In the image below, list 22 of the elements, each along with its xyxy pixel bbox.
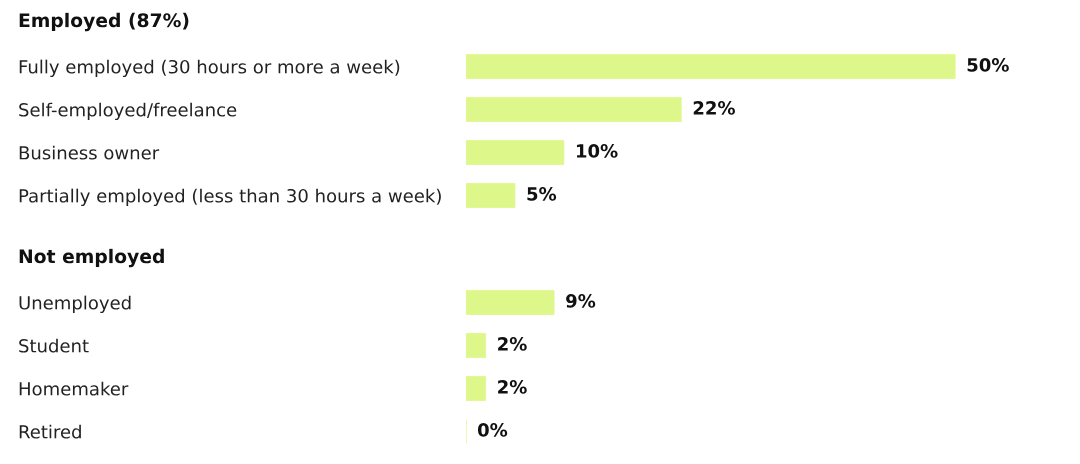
data-label: 9% xyxy=(566,294,596,308)
data-label: 2% xyxy=(498,337,527,351)
y-tick-label: Self-employed/freelance xyxy=(19,102,237,121)
y-tick-label: Retired xyxy=(19,424,81,439)
y-tick-label: Business owner xyxy=(19,145,160,160)
bar xyxy=(466,54,956,79)
data-label: 50% xyxy=(967,58,1009,72)
bar xyxy=(466,140,565,165)
y-tick-label: Homemaker xyxy=(19,381,129,396)
text: Employed (87%) xyxy=(19,12,189,32)
y-tick-label: Student xyxy=(19,338,89,353)
y-tick-label: Fully employed (30 hours or more a week) xyxy=(19,59,400,78)
data-label: 10% xyxy=(576,144,618,158)
y-tick-label: Partially employed (less than 30 hours a week) xyxy=(19,188,441,207)
data-label: 22% xyxy=(693,101,735,115)
data-label: 5% xyxy=(527,187,557,201)
y-tick-label: Unemployed xyxy=(19,295,131,314)
text: Not employed xyxy=(19,248,164,268)
bar xyxy=(466,183,516,208)
bar xyxy=(466,97,682,122)
data-label: 0% xyxy=(477,423,508,437)
data-label: 2% xyxy=(498,380,527,394)
